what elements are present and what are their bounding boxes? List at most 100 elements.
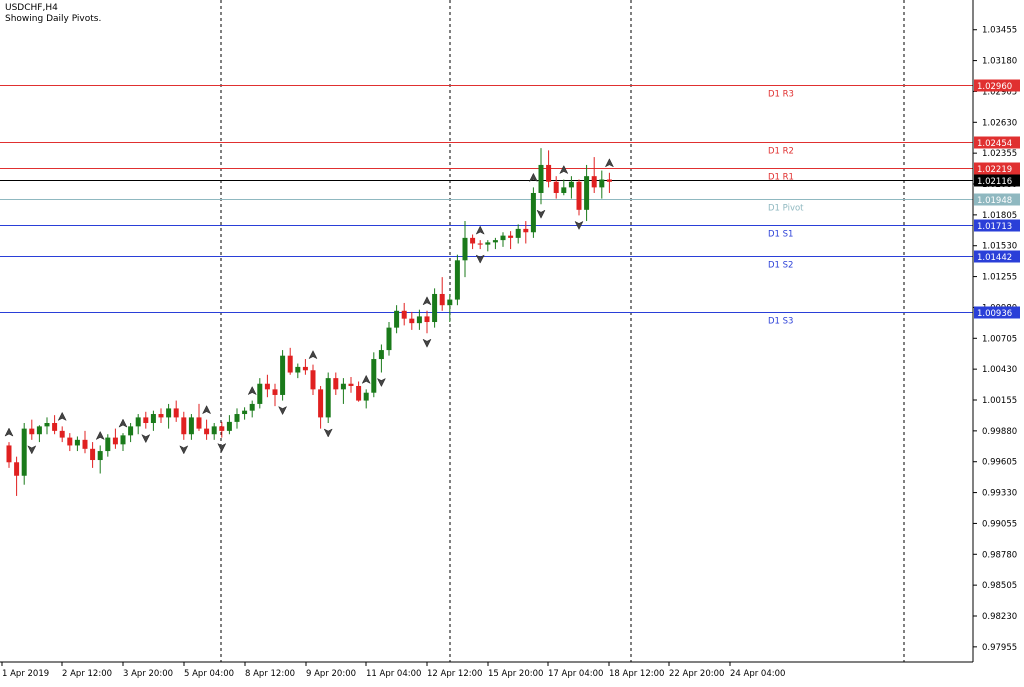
bear-candle-body bbox=[59, 430, 65, 438]
fractal-up-arrow bbox=[57, 411, 67, 421]
fractal-markers bbox=[4, 158, 614, 455]
bear-candle-body bbox=[310, 370, 316, 390]
pivot-price-tag bbox=[974, 219, 1020, 232]
bear-candle-body bbox=[553, 181, 559, 193]
fractal-up-arrow bbox=[422, 296, 432, 306]
bull-candle-body bbox=[500, 235, 506, 241]
fractal-down-arrow bbox=[376, 377, 386, 388]
price-tick-label: 1.02355 bbox=[982, 149, 1017, 159]
price-tick-label: 0.98505 bbox=[982, 581, 1017, 591]
bear-candle-body bbox=[264, 383, 270, 390]
fractal-down-arrow bbox=[141, 434, 151, 444]
bear-candle-body bbox=[401, 310, 407, 319]
day-separators bbox=[220, 0, 905, 662]
bull-candle-body bbox=[386, 327, 392, 351]
bull-candle-body bbox=[74, 439, 80, 446]
fractal-up-arrow bbox=[604, 158, 614, 168]
indicator-note: Showing Daily Pivots. bbox=[5, 14, 102, 24]
bear-candle-body bbox=[158, 414, 164, 418]
pivot-price-tags: 1.02960 1.02454 1.02219 1.01948 1.01713 1.014… bbox=[974, 79, 1020, 319]
pivot-price-value: 1.01713 bbox=[977, 222, 1012, 232]
bear-candle-body bbox=[591, 176, 597, 188]
time-tick-label: 2 Apr 12:00 bbox=[62, 669, 112, 679]
bull-candle-body bbox=[211, 426, 217, 435]
time-tick-label: 5 Apr 04:00 bbox=[184, 669, 234, 679]
bull-candle-body bbox=[257, 383, 263, 404]
bull-candle-body bbox=[226, 421, 232, 431]
bear-candle-body bbox=[219, 426, 225, 431]
bull-candle-body bbox=[97, 451, 103, 461]
bear-candle-body bbox=[508, 235, 514, 238]
time-tick-label: 22 Apr 20:00 bbox=[669, 669, 724, 679]
fractal-up-arrow bbox=[528, 172, 538, 182]
fractal-up-arrow bbox=[361, 374, 371, 384]
time-tick-label: 18 Apr 12:00 bbox=[609, 669, 664, 679]
time-tick-label: 1 Apr 2019 bbox=[2, 669, 49, 679]
bull-candle-body bbox=[295, 366, 301, 373]
pivot-label-d1-r1: D1 R1 bbox=[768, 173, 794, 183]
bull-candle-body bbox=[166, 408, 172, 418]
bull-candle-body bbox=[394, 310, 400, 328]
bear-candle-body bbox=[82, 439, 88, 449]
pivot-label-d1-r3: D1 R3 bbox=[768, 90, 794, 100]
bear-candle-body bbox=[523, 228, 529, 233]
pivot-price-tag bbox=[974, 136, 1020, 149]
bear-candle-body bbox=[14, 462, 20, 476]
bull-candle-body bbox=[21, 428, 27, 476]
bear-candle-body bbox=[287, 355, 293, 373]
price-tick-label: 0.99055 bbox=[982, 519, 1017, 529]
time-tick-label: 17 Apr 04:00 bbox=[548, 669, 603, 679]
time-tick-label: 11 Apr 04:00 bbox=[366, 669, 421, 679]
bear-candle-body bbox=[333, 378, 339, 390]
fractal-down-arrow bbox=[278, 406, 288, 416]
time-axis[interactable]: 1 Apr 2019 2 Apr 12:00 3 Apr 20:00 5 Apr 04… bbox=[1, 662, 785, 679]
bull-candle-body bbox=[188, 417, 194, 435]
price-tick-label: 1.03455 bbox=[982, 26, 1017, 36]
bull-candle-body bbox=[515, 228, 521, 238]
bear-candle-body bbox=[204, 428, 210, 435]
fractal-up-arrow bbox=[247, 386, 257, 396]
pivot-label-d1-r2: D1 R2 bbox=[768, 147, 794, 157]
candles bbox=[6, 148, 612, 496]
price-tick-label: 1.00430 bbox=[982, 365, 1017, 375]
pivot-label-d1-pivot: D1 Pivot bbox=[768, 204, 804, 214]
price-tick-label: 0.99605 bbox=[982, 458, 1017, 468]
bull-candle-body bbox=[105, 437, 111, 452]
bull-candle-body bbox=[234, 414, 240, 422]
current-price-tag bbox=[974, 174, 1020, 187]
bull-candle-body bbox=[568, 181, 574, 188]
bull-candle-body bbox=[416, 316, 422, 324]
pivot-price-value: 1.00936 bbox=[977, 309, 1012, 319]
bull-candle-body bbox=[538, 164, 544, 193]
fractal-down-arrow bbox=[475, 254, 485, 264]
pivot-price-value: 1.02960 bbox=[977, 82, 1012, 92]
bull-candle-body bbox=[242, 410, 248, 415]
bear-candle-body bbox=[477, 243, 483, 245]
time-tick-label: 8 Apr 12:00 bbox=[245, 669, 295, 679]
bull-candle-body bbox=[447, 299, 453, 306]
bear-candle-body bbox=[112, 437, 118, 445]
bear-candle-body bbox=[302, 366, 308, 371]
bear-candle-body bbox=[181, 417, 187, 435]
price-tick-label: 1.03180 bbox=[982, 57, 1017, 67]
symbol-label: USDCHF,H4 bbox=[5, 3, 58, 13]
bear-candle-body bbox=[439, 293, 445, 306]
bull-candle-body bbox=[462, 237, 468, 261]
time-tick-label: 12 Apr 12:00 bbox=[427, 669, 482, 679]
bear-candle-body bbox=[576, 181, 582, 210]
fractal-up-arrow bbox=[202, 405, 212, 415]
bear-candle-body bbox=[272, 389, 278, 395]
pivot-label-d1-s3: D1 S3 bbox=[768, 317, 793, 327]
pivot-price-tag bbox=[974, 250, 1020, 263]
bear-candle-body bbox=[196, 417, 202, 429]
bear-candle-body bbox=[424, 316, 430, 323]
bear-candle-body bbox=[90, 448, 96, 461]
bull-candle-body bbox=[120, 435, 126, 445]
pivot-label-d1-s1: D1 S1 bbox=[768, 230, 793, 240]
price-tick-label: 1.02905 bbox=[982, 87, 1017, 97]
time-tick-label: 15 Apr 20:00 bbox=[488, 669, 543, 679]
bull-candle-body bbox=[432, 293, 438, 323]
